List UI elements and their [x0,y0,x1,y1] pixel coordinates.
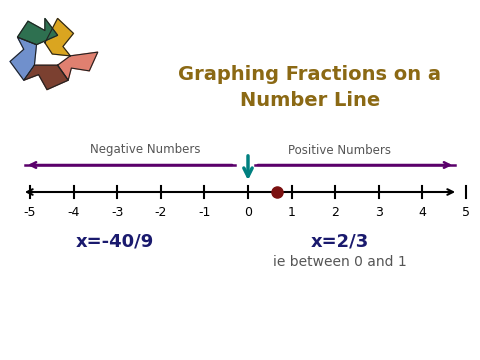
Polygon shape [45,18,73,56]
Text: Negative Numbers: Negative Numbers [90,144,200,157]
Text: 5: 5 [462,206,470,219]
Polygon shape [24,65,68,90]
Text: -1: -1 [198,206,211,219]
Text: -2: -2 [155,206,167,219]
Text: Number Line: Number Line [240,90,380,109]
Text: 1: 1 [288,206,296,219]
Text: 0: 0 [244,206,252,219]
Text: Positive Numbers: Positive Numbers [288,144,392,157]
Text: 3: 3 [375,206,383,219]
Text: -4: -4 [67,206,80,219]
Text: ie between 0 and 1: ie between 0 and 1 [273,255,407,269]
Polygon shape [17,18,58,45]
Text: Graphing Fractions on a: Graphing Fractions on a [179,66,442,85]
Text: x=2/3: x=2/3 [311,233,369,251]
Polygon shape [58,52,98,80]
Text: 4: 4 [419,206,426,219]
Text: 2: 2 [331,206,339,219]
Polygon shape [10,37,36,80]
Text: -3: -3 [111,206,123,219]
Text: -5: -5 [24,206,36,219]
Text: x=-40/9: x=-40/9 [76,233,154,251]
